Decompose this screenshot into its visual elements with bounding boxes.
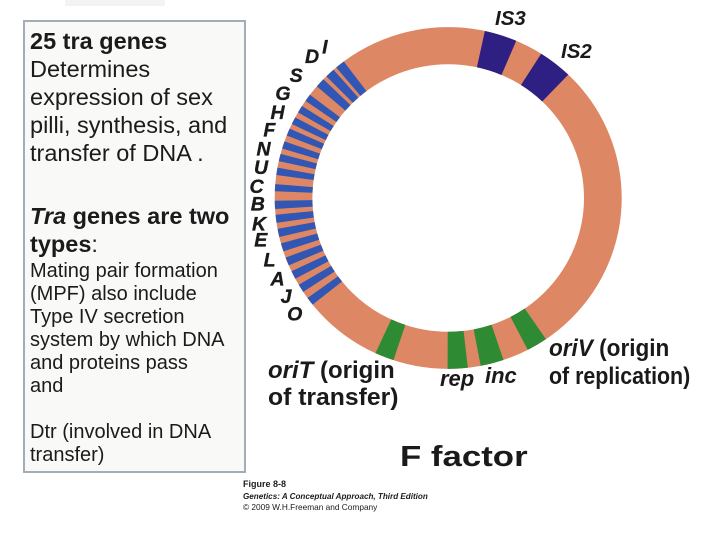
svg-text:I: I bbox=[322, 37, 328, 59]
svg-text:S: S bbox=[290, 65, 303, 87]
svg-text:K: K bbox=[252, 214, 268, 236]
svg-text:U: U bbox=[254, 157, 269, 179]
svg-text:J: J bbox=[281, 286, 293, 308]
svg-text:N: N bbox=[256, 139, 271, 161]
svg-text:A: A bbox=[270, 268, 285, 290]
svg-text:D: D bbox=[305, 46, 319, 68]
svg-text:O: O bbox=[287, 303, 302, 325]
svg-text:B: B bbox=[251, 194, 265, 216]
svg-text:F: F bbox=[263, 120, 276, 142]
svg-text:G: G bbox=[275, 83, 290, 105]
svg-text:L: L bbox=[264, 250, 276, 272]
svg-text:C: C bbox=[250, 176, 265, 198]
svg-text:E: E bbox=[254, 230, 268, 252]
svg-text:H: H bbox=[270, 102, 285, 124]
